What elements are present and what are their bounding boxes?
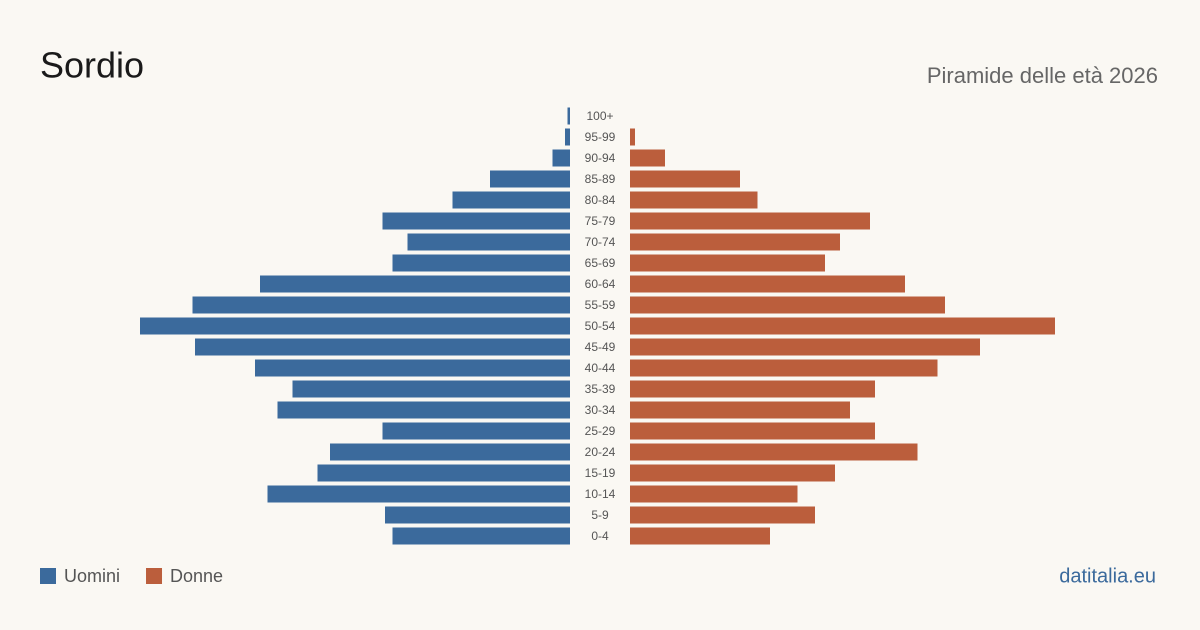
age-label: 35-39	[585, 382, 616, 396]
bar	[407, 233, 570, 251]
age-label: 80-84	[585, 193, 616, 207]
age-label: 85-89	[585, 172, 616, 186]
bar	[630, 149, 665, 167]
age-label: 15-19	[585, 466, 616, 480]
bar	[630, 506, 815, 524]
bar	[195, 338, 570, 356]
bar	[630, 464, 835, 482]
bar	[392, 254, 570, 272]
bar	[392, 527, 570, 545]
bar	[567, 107, 570, 125]
bar	[630, 254, 825, 272]
bar	[452, 191, 570, 209]
bar	[630, 527, 770, 545]
age-label: 55-59	[585, 298, 616, 312]
bar	[630, 380, 875, 398]
bar	[630, 401, 850, 419]
bar	[630, 128, 635, 146]
bar	[490, 170, 570, 188]
age-label: 40-44	[585, 361, 616, 375]
bar	[382, 422, 570, 440]
bar	[565, 128, 570, 146]
age-label: 30-34	[585, 403, 616, 417]
age-label: 20-24	[585, 445, 616, 459]
bar	[267, 485, 570, 503]
legend-label: Donne	[170, 566, 223, 586]
bar	[385, 506, 570, 524]
bar	[255, 359, 570, 377]
age-label: 25-29	[585, 424, 616, 438]
age-label: 45-49	[585, 340, 616, 354]
age-label: 10-14	[585, 487, 616, 501]
age-label: 65-69	[585, 256, 616, 270]
age-label: 95-99	[585, 130, 616, 144]
age-label: 75-79	[585, 214, 616, 228]
bar	[630, 212, 870, 230]
bar	[630, 422, 875, 440]
bar	[382, 212, 570, 230]
age-label: 5-9	[591, 508, 609, 522]
age-label: 60-64	[585, 277, 616, 291]
bar	[277, 401, 570, 419]
age-label: 50-54	[585, 319, 616, 333]
age-label: 0-4	[591, 529, 609, 543]
bar	[630, 485, 798, 503]
bar	[630, 443, 918, 461]
bar	[630, 170, 740, 188]
bar	[630, 275, 905, 293]
age-label: 100+	[586, 109, 613, 123]
chart-title: Sordio	[40, 45, 144, 86]
bar	[192, 296, 570, 314]
bar	[630, 233, 840, 251]
bar	[330, 443, 570, 461]
source: datitalia.eu	[1059, 565, 1156, 587]
bar	[552, 149, 570, 167]
legend-swatch	[146, 568, 163, 584]
bar	[140, 317, 570, 335]
bar	[630, 317, 1055, 335]
bar	[260, 275, 570, 293]
bar	[630, 338, 980, 356]
bar	[630, 191, 758, 209]
age-label: 70-74	[585, 235, 616, 249]
chart-subtitle: Piramide delle età 2026	[927, 63, 1158, 88]
age-label: 90-94	[585, 151, 616, 165]
bar	[317, 464, 570, 482]
bar	[292, 380, 570, 398]
bar	[630, 296, 945, 314]
bar	[630, 359, 938, 377]
legend-swatch	[40, 568, 56, 584]
legend-label: Uomini	[64, 566, 120, 586]
